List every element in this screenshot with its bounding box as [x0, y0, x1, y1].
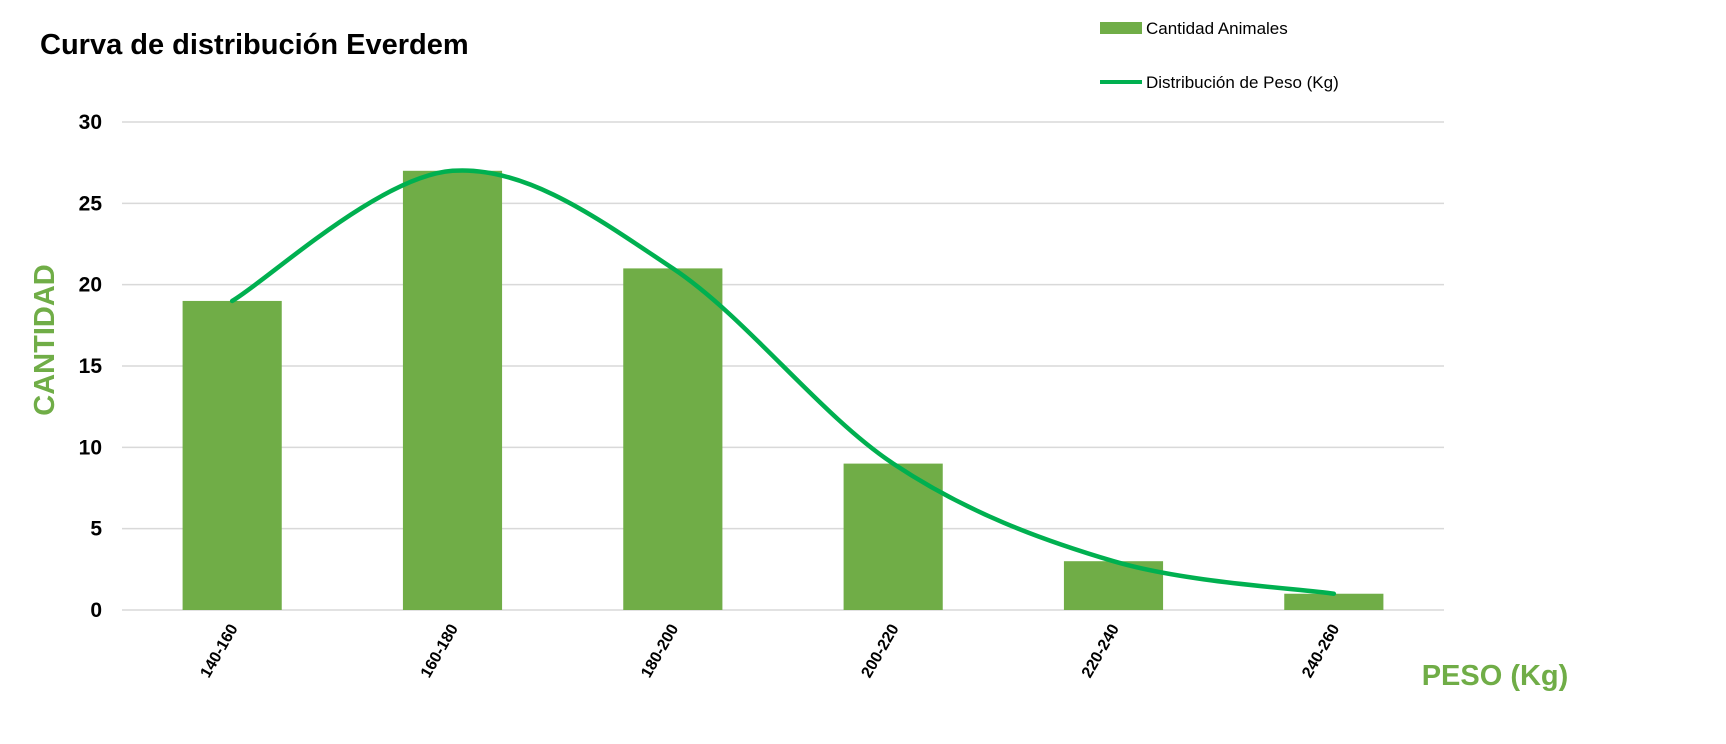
legend-bar-swatch [1100, 22, 1142, 34]
x-tick-label: 200-220 [859, 621, 903, 680]
distribution-line [229, 168, 1337, 596]
x-axis-ticks: 140-160 160-180 180-200 200-220 220-240 240-2… [198, 621, 1344, 680]
x-tick-label: 140-160 [198, 621, 242, 680]
x-tick-label: 220-240 [1079, 621, 1123, 680]
x-axis-label: PESO (Kg) [1422, 660, 1569, 692]
y-tick-label: 0 [90, 599, 102, 622]
gridlines [122, 121, 1444, 611]
bar-240-260 [1284, 593, 1384, 610]
y-tick-label: 15 [79, 355, 103, 378]
legend-line-label: Distribución de Peso (Kg) [1146, 73, 1339, 92]
legend: Cantidad Animales Distribución de Peso (… [1100, 19, 1339, 92]
bar-200-220 [843, 463, 943, 610]
bars [182, 170, 1384, 611]
legend-bar-label: Cantidad Animales [1146, 19, 1288, 38]
x-tick-label: 240-260 [1299, 621, 1343, 680]
bar-140-160 [182, 300, 282, 610]
bar-160-180 [402, 170, 503, 611]
y-axis-label: CANTIDAD [29, 264, 61, 415]
x-tick-label: 180-200 [638, 621, 682, 680]
bar-180-200 [623, 268, 723, 610]
y-tick-label: 5 [90, 518, 102, 541]
y-tick-label: 20 [79, 274, 102, 297]
y-axis-ticks: 0 5 10 15 20 25 30 [79, 111, 103, 622]
x-tick-label: 160-180 [418, 621, 462, 680]
chart-title: Curva de distribución Everdem [40, 29, 469, 61]
distribution-curve [229, 168, 1337, 596]
y-tick-label: 25 [79, 192, 103, 215]
y-tick-label: 30 [79, 111, 102, 134]
y-tick-label: 10 [79, 436, 102, 459]
